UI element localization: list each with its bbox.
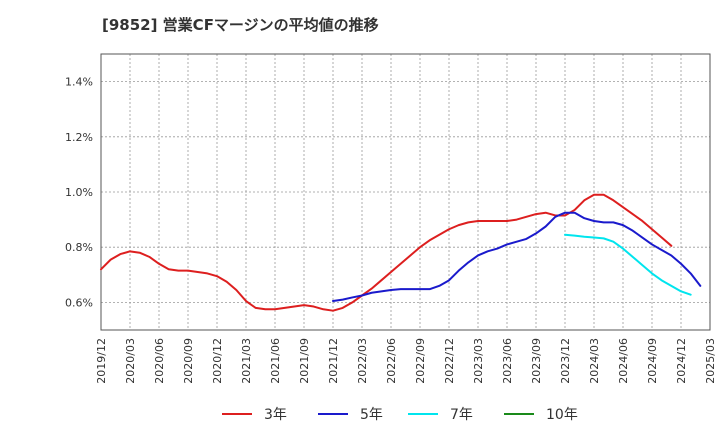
x-tick-label: 2020/03 xyxy=(124,338,137,384)
legend-label: 3年 xyxy=(264,407,287,423)
y-tick-label: 1.2% xyxy=(65,131,93,144)
x-tick-label: 2021/09 xyxy=(298,338,311,384)
chart-title: [9852] 営業CFマージンの平均値の推移 xyxy=(102,16,379,34)
plot-area xyxy=(100,53,711,331)
series-lines xyxy=(100,193,702,312)
x-tick-label: 2020/12 xyxy=(211,338,224,384)
x-tick-label: 2022/12 xyxy=(443,338,456,384)
x-tick-label: 2019/12 xyxy=(95,338,108,384)
x-tick-label: 2022/03 xyxy=(356,338,369,384)
x-tick-label: 2024/09 xyxy=(646,338,659,384)
series-line-5年 xyxy=(332,211,702,303)
y-tick-label: 1.4% xyxy=(65,76,93,89)
y-axis: 0.6% 0.8% 1.0% 1.2% 1.4% xyxy=(65,76,93,310)
x-tick-label: 2023/03 xyxy=(472,338,485,384)
x-tick-label: 2021/06 xyxy=(269,338,282,384)
x-axis: 2019/12 2020/03 2020/06 2020/09 2020/12 2021/… xyxy=(95,338,717,384)
x-tick-label: 2020/06 xyxy=(153,338,166,384)
x-tick-label: 2023/09 xyxy=(530,338,543,384)
x-tick-label: 2024/06 xyxy=(617,338,630,384)
x-tick-label: 2022/09 xyxy=(414,338,427,384)
legend-label: 7年 xyxy=(450,407,473,423)
x-tick-label: 2024/12 xyxy=(675,338,688,384)
legend: 3年 5年 7年 10年 xyxy=(222,407,578,423)
grid xyxy=(101,54,710,330)
x-tick-label: 2022/06 xyxy=(385,338,398,384)
y-tick-label: 0.8% xyxy=(65,241,93,254)
legend-label: 5年 xyxy=(360,407,383,423)
x-tick-label: 2021/03 xyxy=(240,338,253,384)
series-line-7年 xyxy=(564,233,692,296)
series-line-3年 xyxy=(100,193,673,312)
x-tick-label: 2020/09 xyxy=(182,338,195,384)
y-tick-label: 0.6% xyxy=(65,296,93,309)
x-tick-label: 2025/03 xyxy=(704,338,717,384)
x-tick-label: 2023/06 xyxy=(501,338,514,384)
x-tick-label: 2024/03 xyxy=(588,338,601,384)
y-tick-label: 1.0% xyxy=(65,186,93,199)
legend-label: 10年 xyxy=(546,407,578,423)
x-tick-label: 2021/12 xyxy=(327,338,340,384)
x-tick-label: 2023/12 xyxy=(559,338,572,384)
